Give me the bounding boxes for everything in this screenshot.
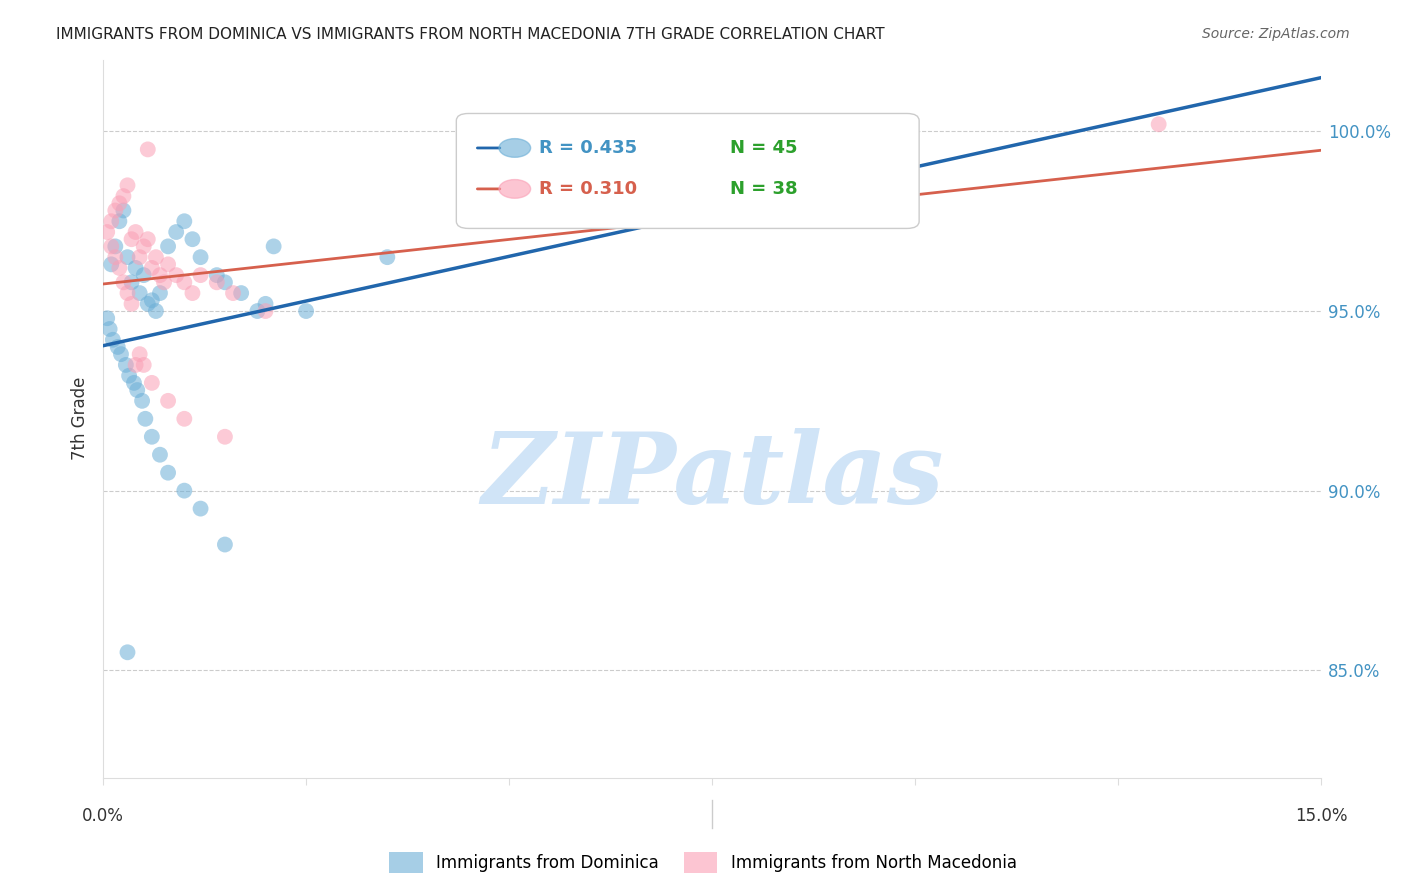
Text: R = 0.435: R = 0.435 bbox=[538, 139, 637, 157]
Point bbox=[132, 358, 155, 372]
Point bbox=[136, 297, 159, 311]
Point bbox=[134, 412, 156, 426]
Point bbox=[141, 430, 163, 444]
Circle shape bbox=[499, 179, 530, 198]
Point bbox=[375, 250, 398, 264]
Point bbox=[107, 340, 129, 354]
Point bbox=[112, 275, 135, 289]
Text: N = 45: N = 45 bbox=[730, 139, 797, 157]
Point bbox=[128, 286, 150, 301]
Point bbox=[121, 275, 143, 289]
Point bbox=[96, 311, 118, 326]
Text: IMMIGRANTS FROM DOMINICA VS IMMIGRANTS FROM NORTH MACEDONIA 7TH GRADE CORRELATIO: IMMIGRANTS FROM DOMINICA VS IMMIGRANTS F… bbox=[56, 27, 884, 42]
Point bbox=[173, 275, 195, 289]
Point bbox=[149, 448, 172, 462]
Point bbox=[173, 483, 195, 498]
Point bbox=[145, 250, 167, 264]
Point bbox=[118, 368, 141, 383]
Point bbox=[100, 239, 122, 253]
Point bbox=[181, 286, 204, 301]
Point bbox=[153, 275, 176, 289]
Point bbox=[131, 393, 153, 408]
Point bbox=[117, 645, 139, 659]
Point bbox=[157, 239, 180, 253]
Point bbox=[254, 304, 277, 318]
Point bbox=[149, 268, 172, 282]
Point bbox=[222, 286, 245, 301]
Point bbox=[173, 412, 195, 426]
Point bbox=[100, 257, 122, 271]
Point bbox=[214, 537, 236, 551]
Point bbox=[700, 189, 723, 203]
Point bbox=[108, 260, 131, 275]
Point bbox=[141, 260, 163, 275]
Point bbox=[149, 286, 172, 301]
Text: 15.0%: 15.0% bbox=[1295, 806, 1347, 825]
Point bbox=[104, 239, 127, 253]
Point bbox=[117, 286, 139, 301]
Y-axis label: 7th Grade: 7th Grade bbox=[72, 377, 89, 460]
Text: 0.0%: 0.0% bbox=[82, 806, 124, 825]
Point bbox=[214, 430, 236, 444]
Legend: Immigrants from Dominica, Immigrants from North Macedonia: Immigrants from Dominica, Immigrants fro… bbox=[382, 846, 1024, 880]
Point bbox=[231, 286, 253, 301]
Point bbox=[104, 250, 127, 264]
Point bbox=[117, 178, 139, 193]
Point bbox=[98, 322, 121, 336]
Point bbox=[145, 304, 167, 318]
Point bbox=[295, 304, 318, 318]
Point bbox=[128, 347, 150, 361]
Point bbox=[190, 501, 212, 516]
Point bbox=[108, 196, 131, 211]
Text: R = 0.310: R = 0.310 bbox=[538, 180, 637, 198]
Point bbox=[263, 239, 285, 253]
Text: N = 38: N = 38 bbox=[730, 180, 799, 198]
Point bbox=[141, 293, 163, 308]
Point bbox=[190, 268, 212, 282]
Point bbox=[157, 393, 180, 408]
Point bbox=[132, 239, 155, 253]
Point bbox=[100, 214, 122, 228]
Point bbox=[136, 142, 159, 156]
Point bbox=[101, 333, 124, 347]
Point bbox=[173, 214, 195, 228]
Point bbox=[136, 232, 159, 246]
Point bbox=[96, 225, 118, 239]
Point bbox=[157, 466, 180, 480]
Text: ZIPatlas: ZIPatlas bbox=[481, 428, 943, 524]
Point bbox=[124, 358, 146, 372]
Point bbox=[121, 232, 143, 246]
Point bbox=[157, 257, 180, 271]
Point bbox=[190, 250, 212, 264]
Point bbox=[112, 189, 135, 203]
Point bbox=[108, 214, 131, 228]
Point bbox=[104, 203, 127, 218]
Point bbox=[124, 225, 146, 239]
Point bbox=[124, 260, 146, 275]
Point bbox=[112, 203, 135, 218]
Point bbox=[110, 347, 132, 361]
Point bbox=[128, 250, 150, 264]
FancyBboxPatch shape bbox=[457, 113, 920, 228]
Point bbox=[181, 232, 204, 246]
Point bbox=[214, 275, 236, 289]
Point bbox=[127, 383, 149, 397]
Point bbox=[1147, 117, 1170, 131]
Point bbox=[117, 250, 139, 264]
Point bbox=[254, 297, 277, 311]
Point bbox=[141, 376, 163, 390]
Text: Source: ZipAtlas.com: Source: ZipAtlas.com bbox=[1202, 27, 1350, 41]
Point bbox=[246, 304, 269, 318]
Point bbox=[132, 268, 155, 282]
Point bbox=[165, 268, 187, 282]
Point bbox=[122, 376, 145, 390]
Point bbox=[205, 268, 228, 282]
Point bbox=[165, 225, 187, 239]
Point bbox=[121, 297, 143, 311]
Circle shape bbox=[499, 138, 530, 157]
Point bbox=[205, 275, 228, 289]
Point bbox=[115, 358, 138, 372]
